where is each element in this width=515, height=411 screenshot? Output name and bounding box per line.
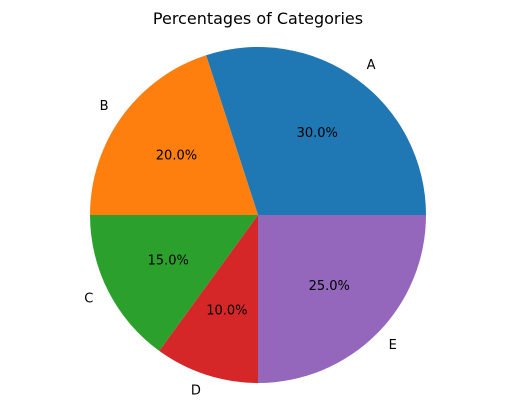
category-label-e: E [389,338,397,353]
category-label-a: A [367,58,376,73]
pie-labels: 30.0% A 20.0% B 15.0% C 10.0% D 25.0% E [84,58,397,398]
chart-title: Percentages of Categories [153,9,363,28]
category-label-b: B [100,99,109,114]
category-label-c: C [84,291,93,306]
percent-label-c: 15.0% [148,253,189,268]
pie-slice-e [258,215,426,383]
pie-slice-a [206,46,427,216]
percent-label-a: 30.0% [297,126,338,141]
pie-slice-c [90,215,258,351]
pie-slice-d [159,215,258,383]
percent-label-d: 10.0% [206,303,247,318]
category-label-d: D [191,383,201,398]
pie-slice-b [90,55,258,215]
percent-label-e: 25.0% [309,279,350,294]
percent-label-b: 20.0% [156,148,197,163]
pie-slices [90,46,427,383]
